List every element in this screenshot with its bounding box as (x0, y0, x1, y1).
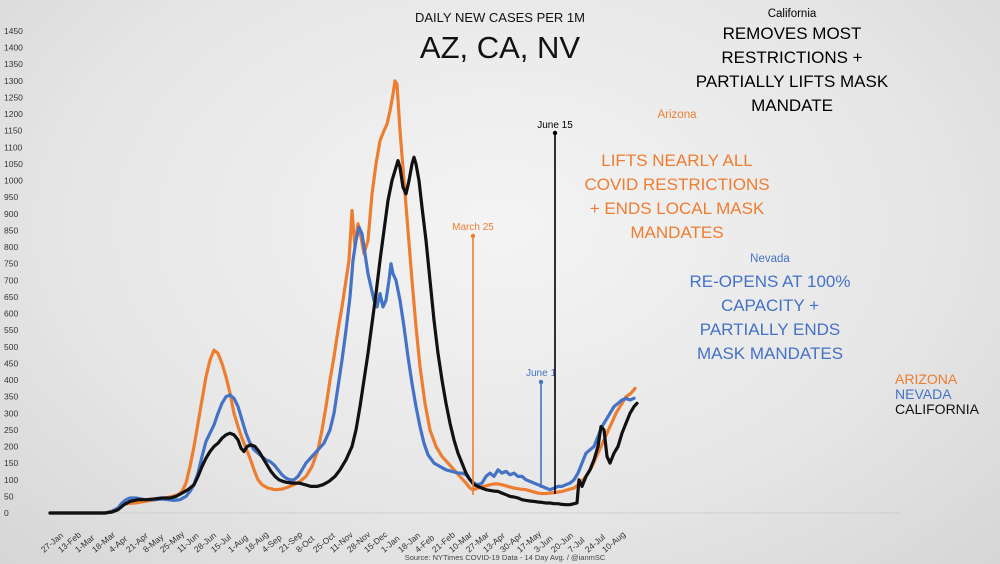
x-axis: 27-Jan13-Feb1-Mar18-Mar4-Apr21-Apr8-May2… (39, 512, 900, 555)
y-tick-label: 1300 (4, 76, 23, 86)
legend-california: CALIFORNIA (895, 401, 980, 417)
chart-title: AZ, CA, NV (420, 30, 581, 65)
y-tick-label: 350 (4, 392, 18, 402)
source-note: Source: NYTimes COVID-19 Data - 14 Day A… (405, 553, 606, 562)
annotation-region: Nevada (750, 253, 790, 265)
annotation-text: CAPACITY + (721, 296, 819, 315)
annotation-text: COVID RESTRICTIONS (584, 175, 769, 194)
annotation-marker-dot (470, 233, 476, 239)
y-tick-label: 1050 (4, 159, 23, 169)
chart-subtitle: DAILY NEW CASES PER 1M (415, 10, 585, 25)
y-tick-label: 1400 (4, 43, 23, 53)
annotation-date: June 15 (537, 120, 573, 131)
y-tick-label: 250 (4, 425, 18, 435)
annotation-text: PARTIALLY ENDS (700, 320, 840, 339)
series-lines (48, 79, 639, 515)
y-tick-label: 100 (4, 475, 18, 485)
y-tick-label: 1000 (4, 176, 23, 186)
annotation-text: LIFTS NEARLY ALL (601, 151, 753, 170)
y-tick-label: 200 (4, 442, 18, 452)
annotation-text: MANDATES (630, 223, 723, 242)
annotation-date: June 1 (526, 368, 556, 379)
annotation-region: Arizona (658, 109, 698, 121)
annotation-text: MASK MANDATES (697, 344, 843, 363)
annotation-text: MANDATE (751, 96, 833, 115)
y-tick-label: 800 (4, 242, 18, 252)
series-line-california (48, 155, 639, 515)
y-tick-label: 600 (4, 309, 18, 319)
legend-arizona: ARIZONA (895, 371, 958, 387)
annotation-marker-dot (552, 130, 558, 136)
annotation-date: March 25 (452, 222, 494, 233)
y-tick-label: 950 (4, 192, 18, 202)
annotation-text: PARTIALLY LIFTS MASK (696, 72, 889, 91)
annotation-text: RE-OPENS AT 100% (690, 272, 851, 291)
annotation-marker-dot (538, 379, 544, 385)
annotation-text: REMOVES MOST (723, 24, 862, 43)
annotations: Arizona LIFTS NEARLY ALL COVID RESTRICTION… (452, 8, 889, 495)
y-tick-label: 1200 (4, 109, 23, 119)
y-tick-label: 900 (4, 209, 18, 219)
y-tick-label: 450 (4, 358, 18, 368)
y-tick-label: 850 (4, 225, 18, 235)
series-line-arizona (48, 79, 637, 515)
y-tick-label: 550 (4, 325, 18, 335)
annotation-text: RESTRICTIONS + (721, 48, 862, 67)
y-tick-label: 500 (4, 342, 18, 352)
series-line-nevada (48, 225, 636, 515)
legend-nevada: NEVADA (895, 386, 952, 402)
y-tick-label: 1350 (4, 59, 23, 69)
y-tick-label: 1100 (4, 142, 23, 152)
y-tick-label: 50 (4, 491, 14, 501)
y-tick-label: 400 (4, 375, 18, 385)
y-tick-label: 300 (4, 408, 18, 418)
y-tick-label: 150 (4, 458, 18, 468)
annotation-region: California (768, 8, 817, 20)
annotation-text: + ENDS LOCAL MASK (590, 199, 765, 218)
y-tick-label: 650 (4, 292, 18, 302)
y-tick-label: 700 (4, 275, 18, 285)
y-tick-label: 1150 (4, 126, 23, 136)
y-tick-label: 0 (4, 508, 9, 518)
y-axis: 0 50 100 150 200 250 300 350 400 450 500 550 600 650 7… (4, 26, 23, 518)
y-tick-label: 750 (4, 259, 18, 269)
y-tick-label: 1250 (4, 92, 23, 102)
y-tick-label: 1450 (4, 26, 23, 36)
